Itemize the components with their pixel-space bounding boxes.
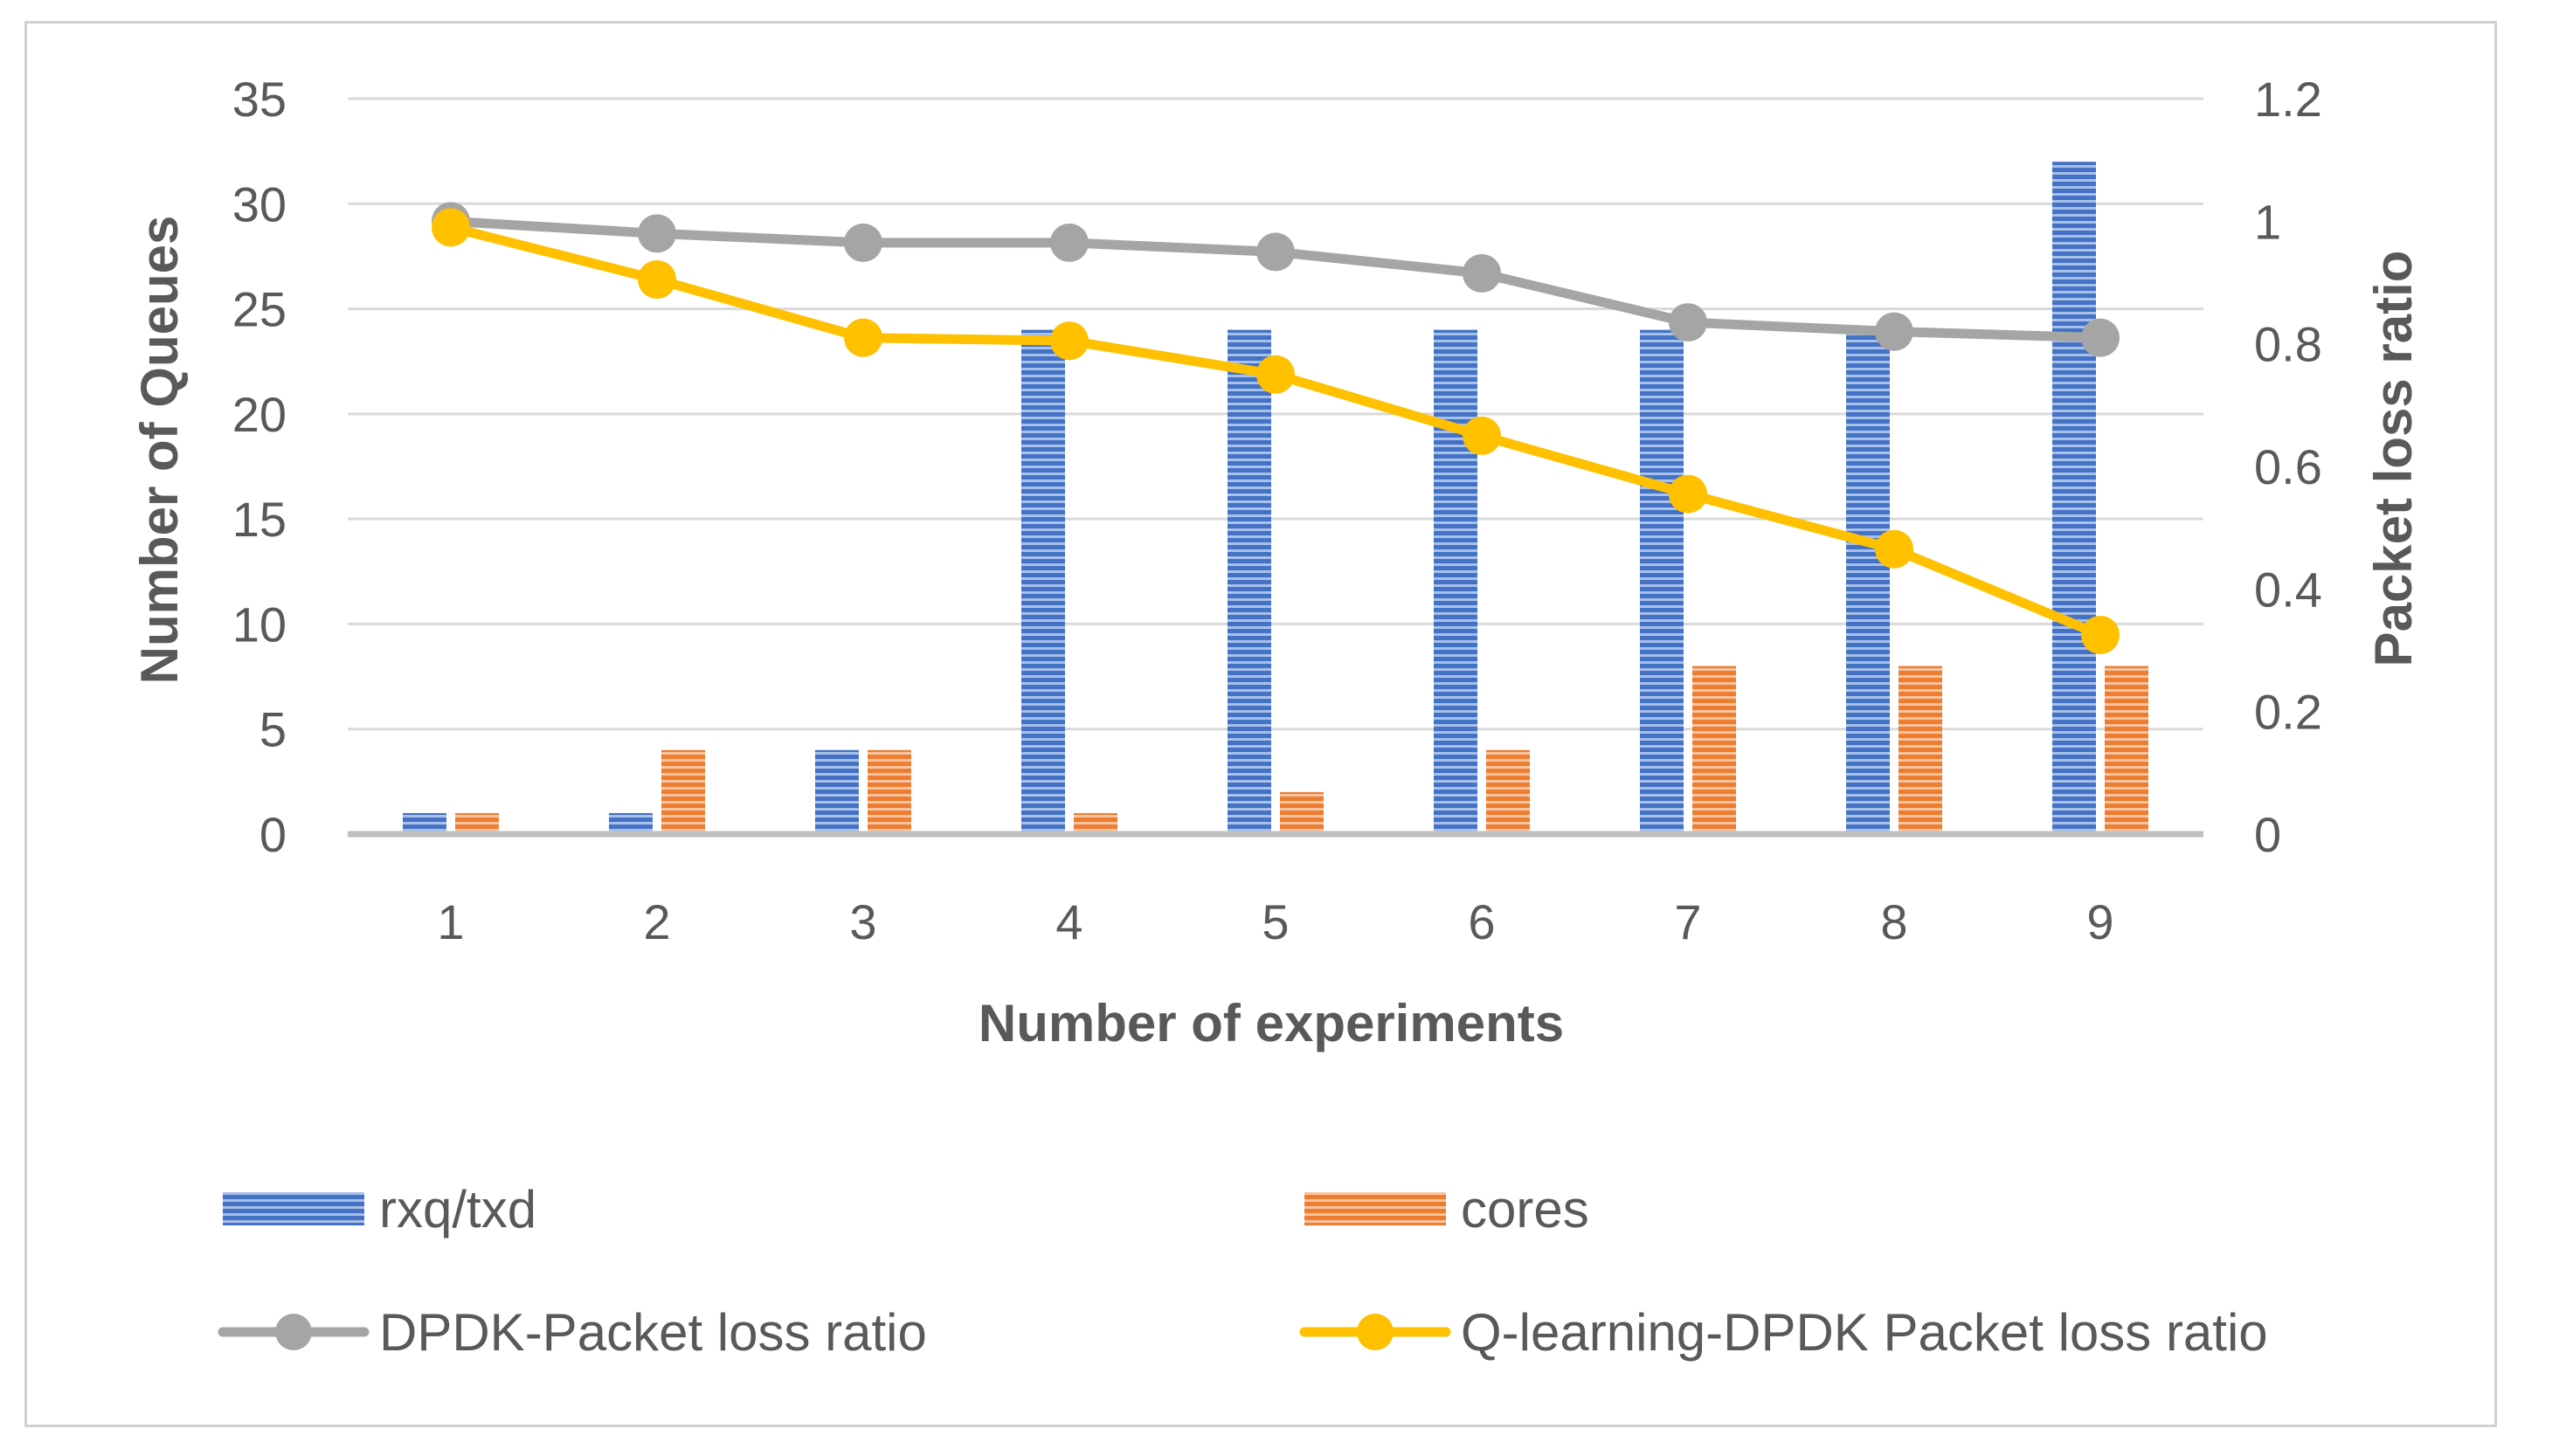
y-left-tick-label: 20: [232, 387, 287, 442]
bar-rxq-txd-7: [1640, 329, 1684, 835]
bar-cores-8: [1899, 666, 1942, 834]
y-left-tick-label: 25: [232, 282, 287, 337]
x-tick-label: 8: [1880, 894, 1907, 949]
legend-label-cores: cores: [1461, 1180, 1589, 1239]
legend-item-qlearning: Q-learning-DPDK Packet loss ratio: [1299, 1303, 2268, 1362]
legend-item-rxq-txd: rxq/txd: [223, 1180, 536, 1239]
x-tick-label: 6: [1468, 894, 1495, 949]
bar-rxq-txd-5: [1228, 329, 1271, 835]
point-dpdk-7: [1669, 303, 1707, 342]
bar-cores-5: [1280, 791, 1324, 834]
bar-rxq-txd-1: [403, 812, 446, 834]
point-dpdk-9: [2081, 318, 2120, 357]
bar-rxq-txd-9: [2052, 162, 2096, 834]
bar-cores-2: [661, 749, 705, 834]
y-right-tick-label: 1: [2254, 194, 2281, 249]
x-tick-label: 3: [849, 894, 876, 949]
bar-cores-6: [1486, 749, 1530, 834]
point-qlearning-9: [2081, 615, 2120, 654]
bar-cores-7: [1692, 666, 1736, 834]
legend-swatch-rxq-txd: [223, 1192, 364, 1225]
point-qlearning-7: [1669, 474, 1707, 514]
y-right-tick-label: 0.2: [2254, 685, 2322, 740]
legend-marker-dpdk: [275, 1314, 312, 1350]
y-axis-title-left: Number of Queues: [130, 216, 189, 685]
x-tick-label: 1: [437, 894, 464, 949]
legend-swatch-cores: [1304, 1192, 1446, 1225]
point-dpdk-4: [1050, 223, 1089, 262]
bar-cores-4: [1074, 812, 1117, 834]
point-qlearning-5: [1256, 355, 1295, 394]
legend-label-qlearning: Q-learning-DPDK Packet loss ratio: [1461, 1303, 2268, 1362]
y-left-tick-label: 5: [259, 702, 287, 757]
bar-cores-9: [2105, 666, 2148, 834]
point-dpdk-3: [844, 223, 882, 262]
point-qlearning-8: [1875, 529, 1913, 569]
legend-item-cores: cores: [1304, 1180, 1589, 1239]
bar-rxq-txd-8: [1846, 329, 1890, 835]
point-dpdk-5: [1256, 232, 1295, 272]
bar-cores-3: [868, 749, 911, 834]
point-qlearning-2: [638, 259, 676, 299]
point-qlearning-4: [1050, 321, 1089, 361]
y-right-tick-label: 0.8: [2254, 317, 2322, 372]
point-qlearning-1: [432, 208, 470, 247]
x-tick-label: 2: [643, 894, 670, 949]
x-tick-label: 4: [1055, 894, 1082, 949]
legend-label-dpdk: DPDK-Packet loss ratio: [379, 1303, 927, 1362]
y-left-tick-label: 30: [232, 176, 287, 231]
bar-rxq-txd-3: [815, 749, 859, 834]
point-dpdk-8: [1875, 312, 1913, 351]
point-qlearning-3: [844, 318, 882, 357]
y-left-tick-label: 15: [232, 492, 287, 547]
y-left-tick-label: 0: [259, 807, 287, 862]
bar-rxq-txd-6: [1434, 329, 1477, 835]
bar-rxq-txd-2: [609, 812, 653, 834]
point-qlearning-6: [1463, 416, 1501, 455]
bar-cores-1: [455, 812, 499, 834]
bar-rxq-txd-4: [1021, 329, 1065, 835]
legend-marker-qlearning: [1357, 1314, 1394, 1350]
x-tick-label: 9: [2086, 894, 2113, 949]
y-axis-title-right: Packet loss ratio: [2364, 251, 2423, 667]
y-right-tick-label: 0.4: [2254, 562, 2322, 617]
y-right-tick-label: 1.2: [2254, 72, 2322, 127]
y-right-tick-label: 0.6: [2254, 439, 2322, 494]
y-left-tick-label: 10: [232, 597, 287, 652]
x-tick-label: 7: [1674, 894, 1701, 949]
point-dpdk-2: [638, 214, 676, 253]
y-left-tick-label: 35: [232, 72, 287, 127]
point-dpdk-6: [1463, 253, 1501, 293]
x-axis-title: Number of experiments: [979, 994, 1564, 1052]
legend-label-rxq-txd: rxq/txd: [379, 1180, 536, 1239]
x-tick-label: 5: [1262, 894, 1289, 949]
legend-item-dpdk: DPDK-Packet loss ratio: [218, 1303, 927, 1362]
y-right-tick-label: 0: [2254, 807, 2281, 862]
